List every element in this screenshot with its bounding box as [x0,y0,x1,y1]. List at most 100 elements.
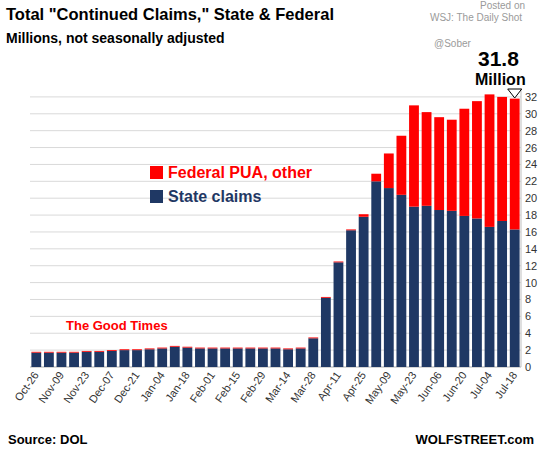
bar-segment [82,350,92,352]
y-tick-label: 14 [525,243,537,255]
y-tick-label: 12 [525,260,537,272]
x-tick-label: Jul-18 [492,369,519,400]
y-tick-label: 10 [525,277,537,289]
bar-segment [132,350,142,367]
y-tick-label: 28 [525,125,537,137]
bar-segment [182,346,192,348]
y-tick-label: 18 [525,209,537,221]
bar-segment [107,351,117,367]
bar-segment [82,352,92,367]
bar-segment [233,347,243,349]
x-tick-label: Feb-01 [187,369,217,404]
bar-segment [69,351,79,353]
bar-segment [321,298,331,367]
y-tick-label: 26 [525,142,537,154]
x-tick-label: Jan-04 [138,369,167,403]
bar-segment [245,347,255,349]
bar-segment [472,101,482,218]
bar-segment [371,181,381,367]
bar-segment [170,347,180,367]
x-tick-label: Mar-28 [288,369,318,404]
bar-segment [497,97,507,221]
bar-segment [396,136,406,195]
source: Source: DOL [8,432,88,447]
bar-segment [245,348,255,367]
bar-segment [447,211,457,367]
bar-segment [94,352,104,367]
bar-segment [422,112,432,206]
grid-line [30,96,521,97]
bar-segment [459,216,469,367]
bar-segment [283,348,293,350]
bar-segment [220,348,230,367]
bars [31,94,519,367]
bar-segment [308,337,318,339]
bar-segment [447,120,457,211]
bar-segment [371,174,381,182]
bar-segment [283,349,293,367]
arrow [508,89,522,98]
bar-segment [359,214,369,217]
bar-segment [145,348,155,350]
credit: WOLFSTREET.com [416,432,534,447]
bar-segment [334,261,344,263]
bar-segment [208,347,218,349]
annotation: 31.8 [478,47,519,70]
bar-segment [233,348,243,367]
bar-segment [31,353,41,367]
y-tick-label: 8 [525,293,531,305]
bar-segment [334,262,344,367]
x-tick-label: Dec-21 [111,369,141,405]
bar-segment [296,348,306,367]
bar-segment [157,347,167,349]
bar-segment [170,345,180,347]
bar-segment [459,109,469,216]
legend-label: State claims [168,188,261,205]
bar-segment [44,351,54,353]
bar-segment [359,217,369,367]
bar-segment [485,94,495,227]
x-tick-label: Jun-06 [415,369,444,403]
bar-segment [346,230,356,367]
x-tick-label: Jul-04 [467,369,494,400]
bar-segment [69,353,79,367]
y-axis-line [521,88,522,367]
bar-segment [384,188,394,367]
annotation: Million [475,71,526,88]
bar-segment [145,349,155,367]
bar-segment [157,348,167,367]
bar-segment [182,348,192,367]
bar-segment [510,99,520,230]
y-tick-label: 32 [525,91,537,103]
y-tick-label: 22 [525,175,537,187]
bar-segment [31,351,41,353]
x-tick-label: May-23 [388,369,419,406]
x-tick-label: Feb-29 [238,369,268,404]
subtitle: Millions, not seasonally adjusted [6,30,225,46]
chart: 02468101214161820222426283032Oct-26Nov-0… [0,0,542,455]
y-tick-label: 0 [525,361,531,373]
bar-segment [57,353,67,367]
watermark: WSJ: The Daily Shot [430,12,522,23]
y-tick-label: 6 [525,310,531,322]
bar-segment [422,206,432,367]
grid [30,97,521,367]
y-tick-label: 16 [525,226,537,238]
y-tick-label: 20 [525,192,537,204]
bar-segment [296,347,306,349]
x-tick-label: Mar-14 [263,369,293,404]
bar-segment [195,348,205,367]
bar-segment [258,347,268,349]
y-tick-label: 2 [525,344,531,356]
bar-segment [94,350,104,352]
bar-segment [434,210,444,367]
annotation: The Good Times [66,318,168,333]
legend: Federal PUA, otherState claims [150,164,312,205]
legend-swatch [150,166,163,179]
y-tick-label: 30 [525,108,537,120]
bar-segment [485,227,495,367]
bar-segment [57,351,67,353]
y-tick-label: 24 [525,158,537,170]
bar-segment [120,349,130,351]
bar-segment [472,218,482,367]
